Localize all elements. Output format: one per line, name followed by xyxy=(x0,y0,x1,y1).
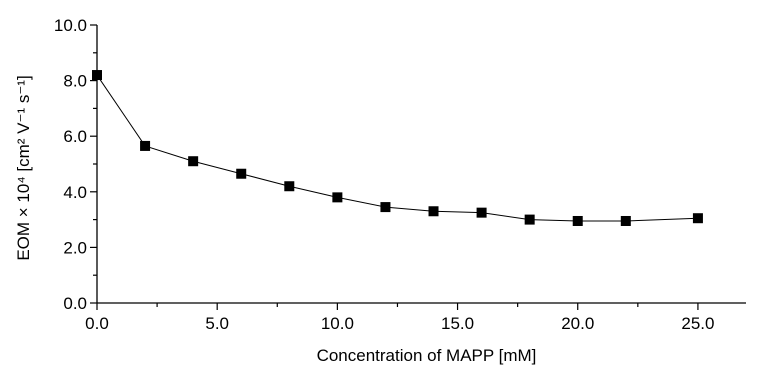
data-point xyxy=(188,156,199,167)
y-tick-label: 2.0 xyxy=(63,238,87,257)
x-tick-label: 0.0 xyxy=(85,314,109,333)
tick-labels: 0.0 5.0 10.0 15.0 20.0 25.0 0.0 2.0 4.0 6.0 8.0 10.… xyxy=(54,16,715,333)
data-point xyxy=(428,206,439,217)
y-tick-label: 6.0 xyxy=(63,127,87,146)
data-point xyxy=(476,207,487,218)
x-axis-title: Concentration of MAPP [mM] xyxy=(317,346,537,365)
y-tick-label: 10.0 xyxy=(54,16,87,35)
data-point xyxy=(284,181,295,192)
series-line xyxy=(96,74,698,222)
data-point xyxy=(380,202,391,213)
data-point xyxy=(620,215,631,226)
data-series xyxy=(92,70,703,226)
y-tick-label: 4.0 xyxy=(63,183,87,202)
data-point xyxy=(92,70,102,81)
y-axis-title: EOM × 10⁴ [cm² V⁻¹ s⁻¹] xyxy=(14,75,33,260)
x-tick-label: 10.0 xyxy=(321,314,354,333)
x-tick-label: 5.0 xyxy=(205,314,229,333)
x-tick-label: 25.0 xyxy=(681,314,714,333)
y-tick-label: 0.0 xyxy=(63,294,87,313)
data-point xyxy=(692,213,703,224)
data-point xyxy=(572,215,583,226)
y-tick-label: 8.0 xyxy=(63,72,87,91)
data-point xyxy=(332,192,343,203)
ticks xyxy=(90,24,699,310)
data-point xyxy=(236,168,247,179)
x-tick-label: 15.0 xyxy=(441,314,474,333)
data-point xyxy=(524,214,535,225)
data-point xyxy=(140,140,151,151)
x-tick-label: 20.0 xyxy=(561,314,594,333)
